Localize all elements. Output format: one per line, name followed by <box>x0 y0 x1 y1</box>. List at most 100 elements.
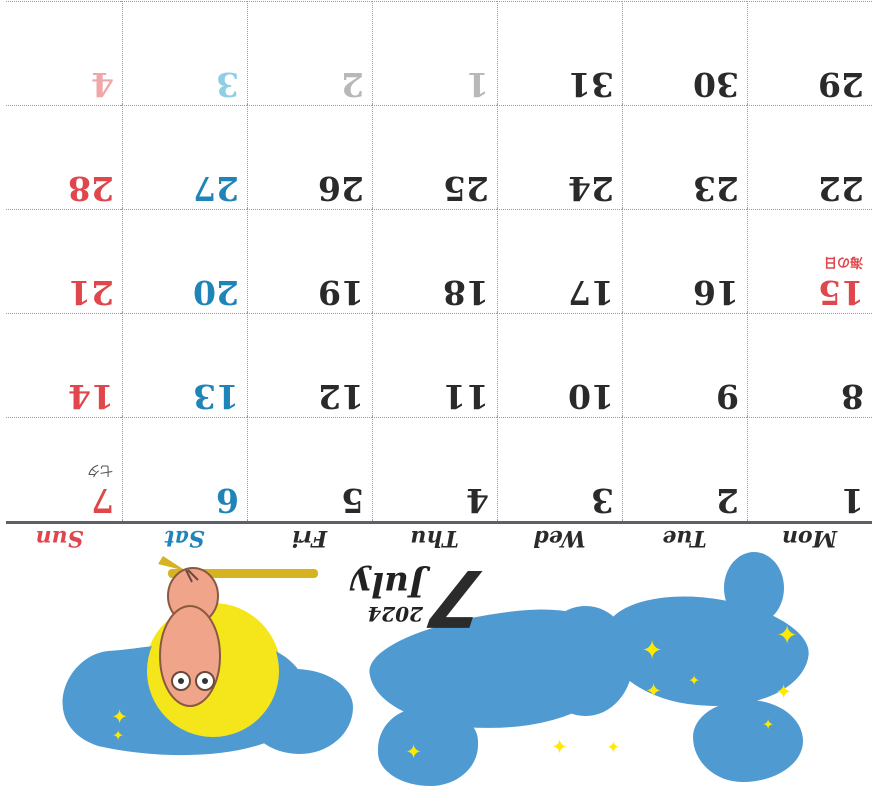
sparkle-icon: ✦ <box>405 739 422 763</box>
weekday-header: Mon Tue Wed Thu Fri Sat Sun <box>6 523 872 553</box>
day-number: 2 <box>716 481 739 520</box>
day-cell: 29 <box>747 1 872 105</box>
day-number: 12 <box>318 377 364 416</box>
day-number: 13 <box>193 377 239 416</box>
day-number: 14 <box>68 377 114 416</box>
weekday-sun: Sun <box>35 525 84 551</box>
sparkle-icon: ✦ <box>551 734 568 758</box>
month-title: 7 2024 July <box>352 552 492 642</box>
day-cell: 22 <box>747 105 872 209</box>
weekday-tue: Tue <box>662 525 707 551</box>
sparkle-icon: ✦ <box>775 679 792 703</box>
day-number: 24 <box>568 169 614 208</box>
day-number: 4 <box>466 481 489 520</box>
weekday-fri: Fri <box>291 525 328 551</box>
header-rule <box>6 521 872 524</box>
day-cell: 17 <box>497 209 622 313</box>
illustration-area: ✦ ✦ ✦ ✦ ✦ ✦ ✦ ✦ ✦ ✦ ✦ 7 2024 July <box>0 526 878 796</box>
day-cell: 27 <box>122 105 247 209</box>
day-number: 8 <box>841 377 864 416</box>
day-number: 5 <box>341 481 364 520</box>
cloud-blob <box>378 708 478 786</box>
sparkle-icon: ✦ <box>688 671 700 687</box>
sparkle-icon: ✦ <box>645 678 662 702</box>
calendar-grid: 1 2 3 4 5 6 7 七夕 8 9 10 11 12 13 14 15 海の日 16 17 18 19 20 21 22… <box>6 0 872 521</box>
day-number: 18 <box>443 273 489 312</box>
day-number: 15 <box>818 273 864 312</box>
day-cell: 13 <box>122 313 247 417</box>
sparkle-icon: ✦ <box>111 704 128 728</box>
sparkle-icon: ✦ <box>112 726 124 742</box>
day-cell: 24 <box>497 105 622 209</box>
day-cell: 14 <box>6 313 122 417</box>
day-number: 25 <box>443 169 489 208</box>
day-note: 海の日 <box>823 254 863 269</box>
day-cell: 11 <box>372 313 497 417</box>
day-number: 10 <box>568 377 614 416</box>
day-number: 19 <box>318 273 364 312</box>
day-number: 17 <box>568 273 614 312</box>
day-cell: 1 <box>747 417 872 521</box>
day-cell: 30 <box>622 1 747 105</box>
day-number: 3 <box>216 65 239 104</box>
day-number: 28 <box>68 169 114 208</box>
weekday-sat: Sat <box>164 525 205 551</box>
day-cell: 4 <box>372 417 497 521</box>
day-number: 3 <box>591 481 614 520</box>
weekday-wed: Wed <box>533 525 586 551</box>
year-label: 2024 <box>367 602 423 626</box>
day-number: 22 <box>818 169 864 208</box>
day-number: 9 <box>716 377 739 416</box>
day-cell: 4 <box>6 1 122 105</box>
sparkle-icon: ✦ <box>641 633 663 663</box>
day-cell: 3 <box>122 1 247 105</box>
day-cell: 18 <box>372 209 497 313</box>
day-number: 20 <box>193 273 239 312</box>
day-number: 23 <box>693 169 739 208</box>
day-cell: 5 <box>247 417 372 521</box>
weekday-thu: Thu <box>410 525 459 551</box>
day-cell: 19 <box>247 209 372 313</box>
day-cell: 23 <box>622 105 747 209</box>
day-number: 7 <box>91 481 114 520</box>
day-cell: 2 <box>622 417 747 521</box>
day-number: 6 <box>216 481 239 520</box>
day-number: 2 <box>341 65 364 104</box>
day-number: 16 <box>693 273 739 312</box>
day-number: 1 <box>466 65 489 104</box>
month-name: July <box>351 564 425 604</box>
cloud-blob <box>724 552 784 624</box>
day-cell: 2 <box>247 1 372 105</box>
day-cell: 12 <box>247 313 372 417</box>
day-cell: 7 七夕 <box>6 417 122 521</box>
day-cell: 26 <box>247 105 372 209</box>
day-cell: 15 海の日 <box>747 209 872 313</box>
owl-moon-illustration <box>62 556 318 756</box>
day-cell: 10 <box>497 313 622 417</box>
sparkle-icon: ✦ <box>776 618 798 648</box>
day-cell: 3 <box>497 417 622 521</box>
weekday-mon: Mon <box>781 525 838 551</box>
day-number: 11 <box>443 377 489 416</box>
sparkle-icon: ✦ <box>606 737 620 756</box>
day-cell: 9 <box>622 313 747 417</box>
day-number: 30 <box>693 65 739 104</box>
day-number: 4 <box>91 65 114 104</box>
day-cell: 20 <box>122 209 247 313</box>
day-cell: 8 <box>747 313 872 417</box>
month-number: 7 <box>424 552 492 642</box>
day-cell: 1 <box>372 1 497 105</box>
day-number: 27 <box>193 169 239 208</box>
day-note: 七夕 <box>86 462 113 477</box>
day-cell: 16 <box>622 209 747 313</box>
day-cell: 28 <box>6 105 122 209</box>
day-number: 31 <box>568 65 614 104</box>
day-number: 29 <box>818 65 864 104</box>
sparkle-icon: ✦ <box>762 715 774 731</box>
day-number: 26 <box>318 169 364 208</box>
cloud-blob <box>538 606 633 716</box>
day-number: 1 <box>841 481 864 520</box>
cloud-blob <box>693 700 803 782</box>
day-cell: 21 <box>6 209 122 313</box>
